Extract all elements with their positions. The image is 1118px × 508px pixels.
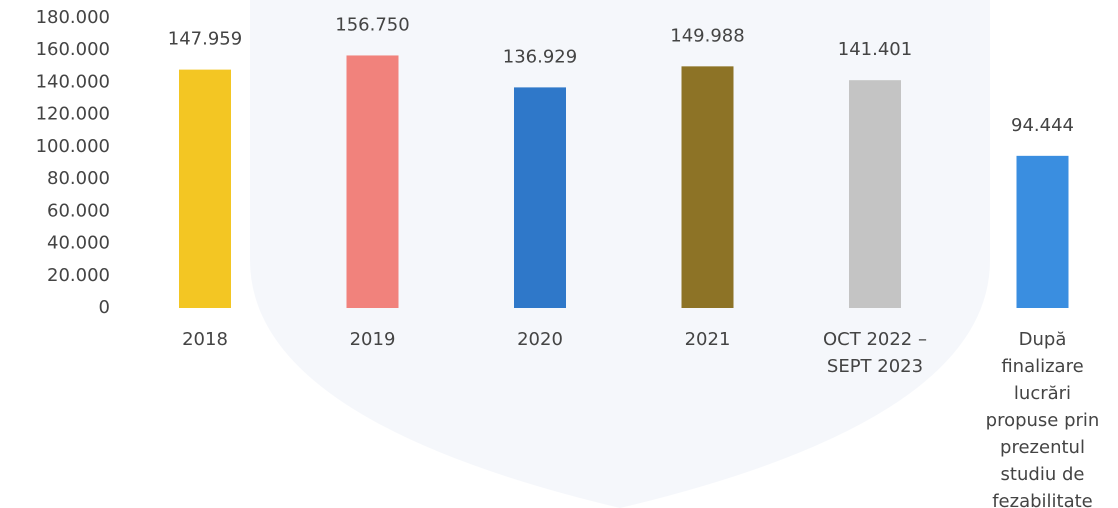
y-tick-label: 60.000 [47, 200, 110, 221]
y-tick-label: 80.000 [47, 168, 110, 189]
bar [179, 70, 231, 308]
y-tick-label: 180.000 [36, 7, 110, 28]
chart: 0 20.000 40.000 60.000 80.000 100.000 120.000 1… [0, 0, 1118, 508]
y-tick-label: 0 [99, 297, 110, 318]
bar [1017, 156, 1069, 308]
x-tick-label: După finalizare lucrări propuse prin pre… [978, 326, 1108, 508]
x-tick-label: 2019 [298, 326, 448, 353]
x-tick-label: 2021 [633, 326, 783, 353]
y-tick-label: 100.000 [36, 136, 110, 157]
bar [514, 87, 566, 308]
bar [347, 55, 399, 308]
value-label: 136.929 [503, 46, 577, 67]
chart-svg: 0 20.000 40.000 60.000 80.000 100.000 120.000 1… [0, 0, 1118, 508]
value-label: 149.988 [670, 25, 744, 46]
value-label: 156.750 [335, 14, 409, 35]
bar [849, 80, 901, 308]
y-tick-label: 40.000 [47, 233, 110, 254]
y-tick-label: 20.000 [47, 265, 110, 286]
y-tick-label: 140.000 [36, 71, 110, 92]
value-label: 94.444 [1011, 115, 1074, 136]
value-label: 141.401 [838, 39, 912, 60]
x-tick-label: 2020 [465, 326, 615, 353]
y-tick-label: 120.000 [36, 104, 110, 125]
bar [682, 66, 734, 308]
value-label: 147.959 [168, 29, 242, 50]
y-tick-label: 160.000 [36, 39, 110, 60]
x-tick-label: 2018 [130, 326, 280, 353]
x-tick-label: OCT 2022 – SEPT 2023 [815, 326, 935, 380]
